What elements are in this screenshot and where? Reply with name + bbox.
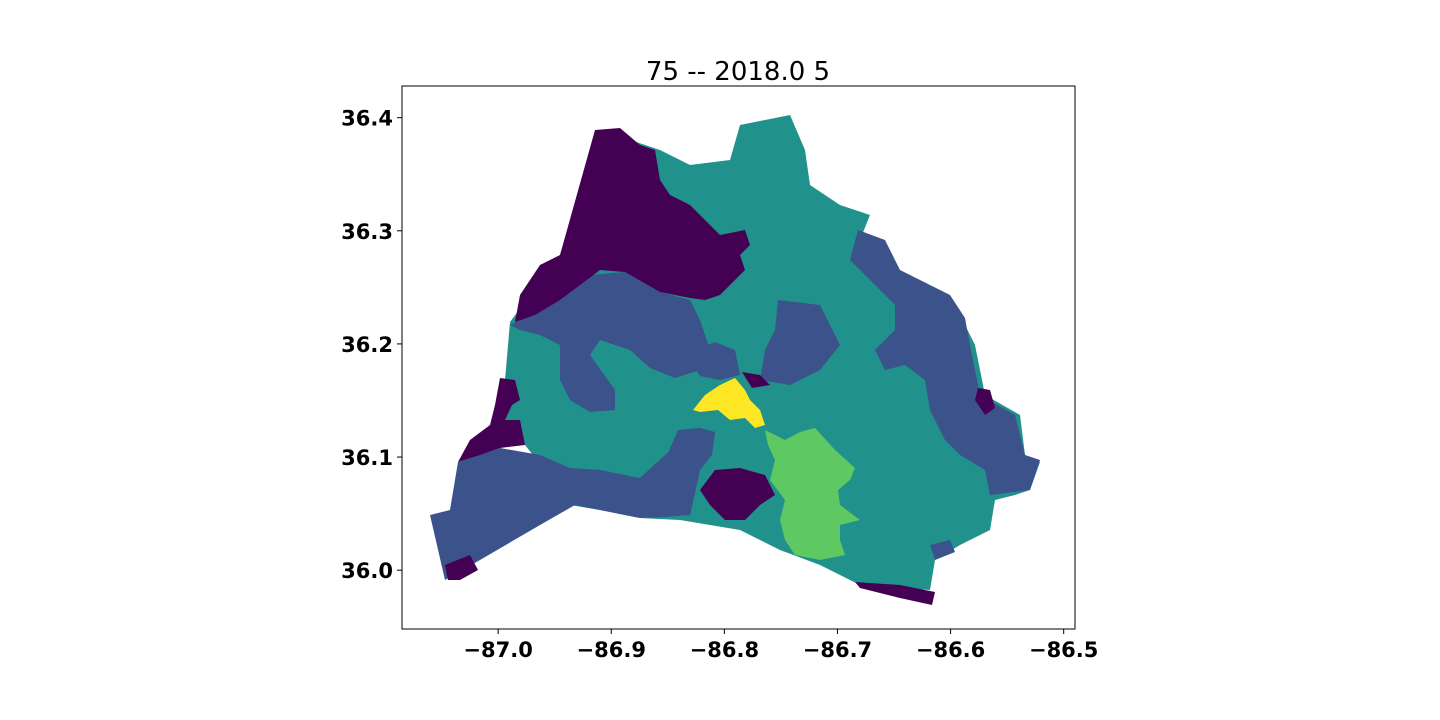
region-yellow-downtown [693, 378, 765, 428]
map-regions [430, 115, 1040, 605]
y-tick-label: 36.4 [341, 107, 393, 131]
region-blue-east [850, 230, 1040, 495]
x-axis: −87.0 −86.9 −86.8 −86.7 −86.6 −86.5 [463, 629, 1098, 662]
region-blue-midtown [685, 342, 740, 380]
region-purple-southeast-edge [855, 582, 935, 605]
region-blue-central [510, 272, 710, 412]
y-tick-label: 36.0 [341, 559, 393, 583]
y-tick-label: 36.1 [341, 446, 393, 470]
region-blue-south [640, 428, 715, 518]
x-tick-label: −86.7 [803, 638, 872, 662]
x-tick-label: −86.6 [916, 638, 985, 662]
region-purple-east [975, 388, 995, 415]
x-tick-label: −86.9 [577, 638, 646, 662]
axes-frame [401, 85, 1076, 630]
region-blue-southwest [430, 432, 705, 580]
x-tick-label: −86.5 [1029, 638, 1098, 662]
region-purple-mid-small [742, 372, 770, 388]
region-purple-northwest [515, 128, 750, 322]
map-title: 75 -- 2018.0 5 [646, 57, 830, 87]
y-axis: 36.0 36.1 36.2 36.3 36.4 [341, 107, 402, 583]
region-green-south [765, 428, 860, 560]
region-purple-southwest-corner [445, 555, 478, 580]
region-blue-north-central [760, 300, 840, 385]
x-tick-label: −86.8 [690, 638, 759, 662]
y-tick-label: 36.2 [341, 333, 393, 357]
y-tick-label: 36.3 [341, 220, 393, 244]
region-purple-west [458, 378, 525, 462]
region-blue-southeast-small [930, 540, 955, 560]
x-tick-label: −87.0 [463, 638, 532, 662]
region-purple-south-central [700, 468, 775, 520]
